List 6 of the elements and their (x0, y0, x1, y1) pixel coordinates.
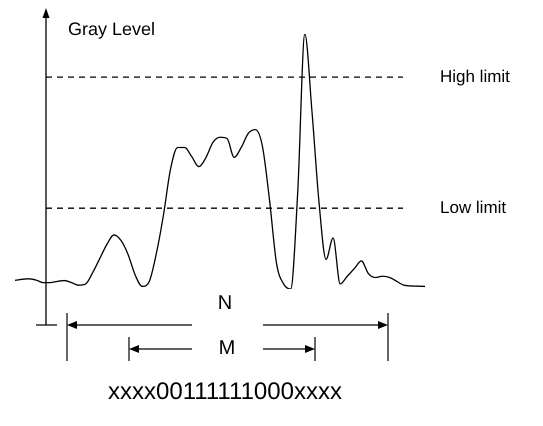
text: N (218, 292, 232, 314)
text: M (218, 337, 236, 359)
ref-line-label: Low limit (440, 198, 506, 217)
y-axis-title: Gray Level (68, 18, 156, 39)
ref-line-label: High limit (440, 66, 510, 86)
text: xxxx00111111000xxxx (108, 378, 342, 405)
